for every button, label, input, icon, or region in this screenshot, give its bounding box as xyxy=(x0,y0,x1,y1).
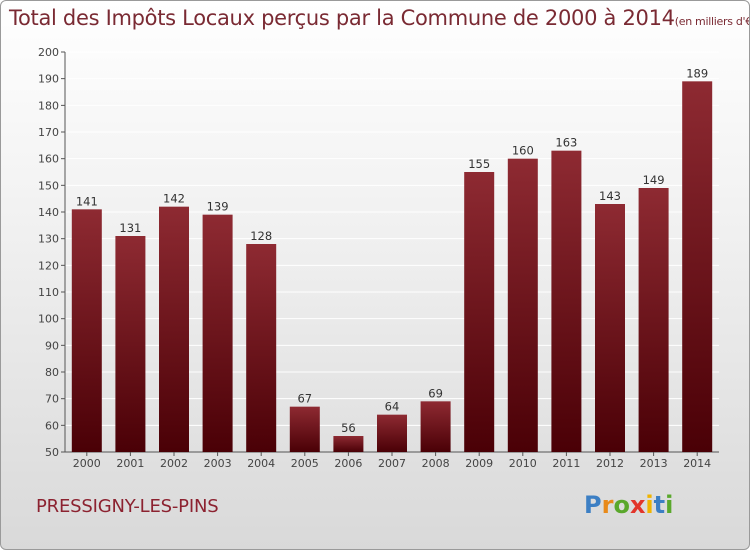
y-tick-label: 130 xyxy=(38,233,59,246)
x-tick-label: 2007 xyxy=(378,457,406,470)
y-tick-label: 190 xyxy=(38,73,59,86)
y-tick-label: 120 xyxy=(38,259,59,272)
bar-value-label: 128 xyxy=(250,229,272,243)
bar xyxy=(507,158,538,452)
bar xyxy=(289,406,320,452)
x-tick-label: 2004 xyxy=(247,457,275,470)
title-text: Total des Impôts Locaux perçus par la Co… xyxy=(9,6,675,30)
commune-name: PRESSIGNY-LES-PINS xyxy=(36,496,219,517)
x-tick-label: 2011 xyxy=(552,457,580,470)
bar xyxy=(638,188,669,452)
logo-letter: i xyxy=(665,491,674,519)
y-tick-label: 160 xyxy=(38,153,59,166)
title-unit: (en milliers d'€) xyxy=(674,15,750,28)
bar-value-label: 149 xyxy=(643,173,665,187)
x-tick-label: 2008 xyxy=(422,457,450,470)
x-tick-label: 2014 xyxy=(683,457,711,470)
logo-letter: x xyxy=(629,491,646,519)
x-tick-label: 2000 xyxy=(73,457,101,470)
bar-value-label: 142 xyxy=(163,192,185,206)
y-tick-label: 90 xyxy=(45,339,59,352)
bar xyxy=(115,236,146,452)
bar xyxy=(464,172,495,452)
bar-value-label: 155 xyxy=(468,157,490,171)
bar xyxy=(377,414,407,452)
logo-letter: r xyxy=(601,491,614,519)
chart-title: Total des Impôts Locaux perçus par la Co… xyxy=(9,6,750,30)
y-tick-label: 180 xyxy=(38,99,59,112)
bar-value-label: 143 xyxy=(599,189,621,203)
logo-letter: P xyxy=(584,491,602,519)
bar xyxy=(420,401,451,452)
y-tick-label: 110 xyxy=(38,286,59,299)
bars xyxy=(71,81,713,452)
x-tick-label: 2001 xyxy=(116,457,144,470)
logo-letter: o xyxy=(613,491,630,519)
y-tick-label: 200 xyxy=(38,46,59,59)
x-tick-label: 2005 xyxy=(291,457,319,470)
bar-value-label: 64 xyxy=(385,400,400,414)
bar xyxy=(159,206,189,452)
y-tick-label: 70 xyxy=(45,393,59,406)
y-tick-label: 140 xyxy=(38,206,59,219)
proxiti-logo: Proxiti xyxy=(584,491,673,519)
x-tick-label: 2009 xyxy=(465,457,493,470)
bar-value-label: 141 xyxy=(76,194,98,208)
x-tick-label: 2013 xyxy=(640,457,668,470)
x-tick-label: 2003 xyxy=(204,457,232,470)
x-tick-label: 2010 xyxy=(509,457,537,470)
y-tick-label: 100 xyxy=(38,313,59,326)
bar-value-label: 139 xyxy=(207,200,229,214)
bar xyxy=(551,150,582,452)
logo-letter: i xyxy=(645,491,654,519)
bar-value-label: 160 xyxy=(512,144,534,158)
bar xyxy=(682,81,713,452)
x-tick-label: 2006 xyxy=(334,457,362,470)
bar-value-label: 131 xyxy=(119,221,141,235)
bar-value-label: 163 xyxy=(555,136,577,150)
x-tick-label: 2012 xyxy=(596,457,624,470)
bar xyxy=(595,204,625,452)
logo-letter: t xyxy=(653,491,666,519)
bar-value-label: 67 xyxy=(297,392,312,406)
bar xyxy=(246,244,277,452)
y-tick-label: 80 xyxy=(45,366,59,379)
bar xyxy=(333,436,364,452)
y-tick-label: 60 xyxy=(45,419,59,432)
bar-value-label: 69 xyxy=(428,386,443,400)
bar-value-label: 56 xyxy=(341,421,356,435)
x-tick-label: 2002 xyxy=(160,457,188,470)
bar xyxy=(202,214,233,452)
y-tick-label: 150 xyxy=(38,179,59,192)
bar-value-label: 189 xyxy=(686,66,708,80)
bar xyxy=(71,209,102,452)
y-tick-label: 170 xyxy=(38,126,59,139)
labels: 50 60 70 80 90 100 110 120 130 140 150 160 170 180 190… xyxy=(38,46,711,470)
y-tick-label: 50 xyxy=(45,446,59,459)
